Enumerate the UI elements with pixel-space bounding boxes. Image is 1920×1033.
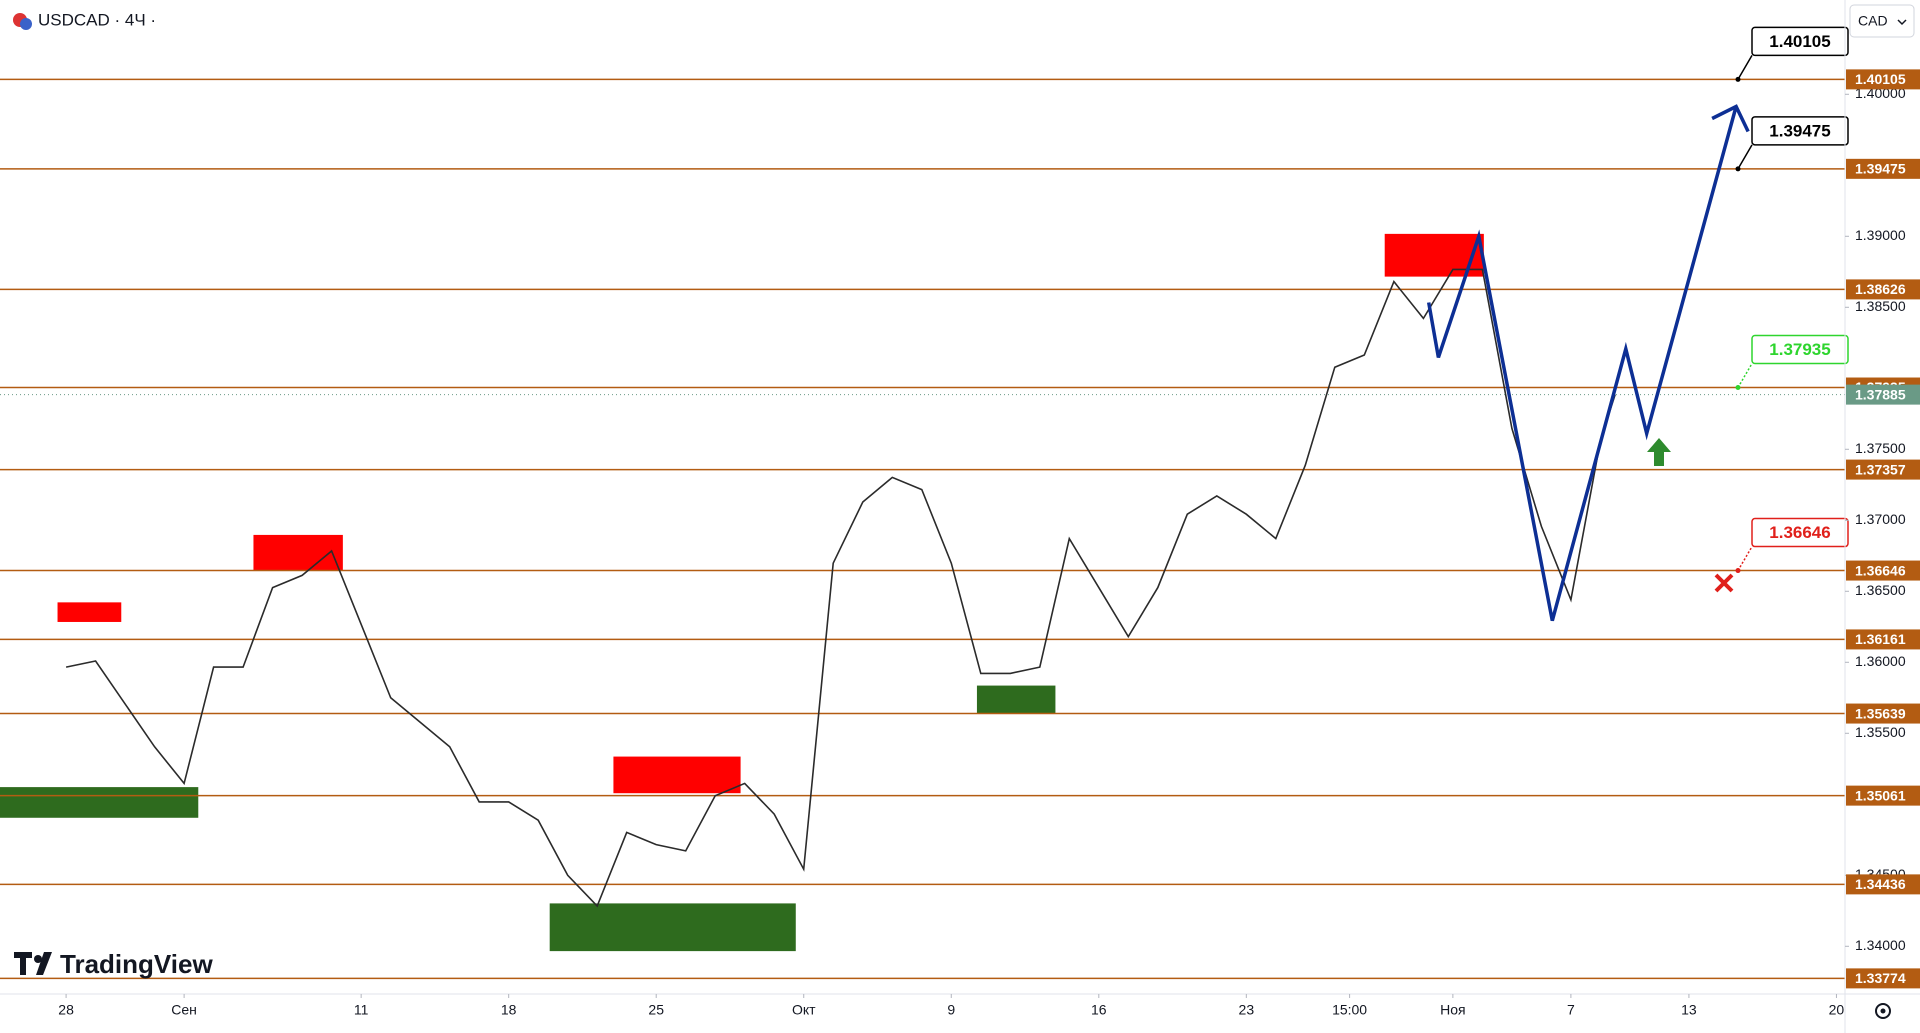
settings-icon-center bbox=[1880, 1008, 1886, 1014]
y-tick-label: 1.37000 bbox=[1855, 511, 1906, 527]
level-axis-label: 1.34436 bbox=[1855, 876, 1906, 892]
y-tick-label: 1.39000 bbox=[1855, 227, 1906, 243]
callout-anchor bbox=[1735, 385, 1741, 391]
zone bbox=[253, 534, 343, 571]
projection-path bbox=[1426, 106, 1738, 622]
level-axis-label: 1.35061 bbox=[1855, 787, 1906, 803]
callout-anchor bbox=[1735, 166, 1741, 172]
y-tick-label: 1.36000 bbox=[1855, 653, 1906, 669]
zone bbox=[613, 756, 741, 794]
watermark-logo bbox=[14, 952, 52, 975]
callout-label: 1.36646 bbox=[1769, 523, 1830, 542]
level-axis-box bbox=[1846, 158, 1920, 179]
y-tick-label: 1.37500 bbox=[1855, 440, 1906, 456]
level-axis-label: 1.38626 bbox=[1855, 281, 1906, 297]
zone bbox=[976, 685, 1056, 714]
zone bbox=[549, 903, 796, 952]
level-axis-label: 1.36161 bbox=[1855, 631, 1906, 647]
logo-mark bbox=[14, 952, 32, 975]
zone bbox=[0, 787, 199, 818]
level-axis-box bbox=[1846, 560, 1920, 581]
x-tick-label: 18 bbox=[501, 1002, 517, 1018]
callout-leader bbox=[1737, 363, 1753, 388]
x-tick-label: Ноя bbox=[1440, 1002, 1465, 1018]
y-tick-label: 1.34000 bbox=[1855, 937, 1906, 953]
level-axis-label: 1.39475 bbox=[1855, 161, 1906, 177]
x-tick-label: Окт bbox=[792, 1002, 816, 1018]
callout-label: 1.37935 bbox=[1769, 340, 1830, 359]
level-axis-label: 1.35639 bbox=[1855, 705, 1906, 721]
callout-label: 1.40105 bbox=[1769, 32, 1830, 51]
plot-area: 1.40105 1.39475 1.37935 1.36646 bbox=[0, 26, 1849, 980]
callout-leader bbox=[1737, 546, 1753, 571]
x-tick-label: 13 bbox=[1681, 1002, 1697, 1018]
callout-label: 1.39475 bbox=[1769, 121, 1830, 140]
callout-anchor bbox=[1735, 568, 1741, 574]
x-tick-label: 15:00 bbox=[1332, 1002, 1367, 1018]
settings-icon[interactable] bbox=[1875, 1003, 1891, 1019]
symbol-title[interactable]: USDCAD · 4Ч · bbox=[38, 10, 156, 29]
x-tick-label: 25 bbox=[648, 1002, 664, 1018]
zone bbox=[57, 602, 122, 622]
callout-leader bbox=[1737, 55, 1753, 80]
level-axis-box bbox=[1846, 703, 1920, 724]
level-axis-label: 1.33774 bbox=[1855, 970, 1906, 986]
level-axis-label: 1.37357 bbox=[1855, 461, 1906, 477]
level-axis-box bbox=[1846, 968, 1920, 989]
level-axis-box bbox=[1846, 785, 1920, 806]
x-tick-label: 7 bbox=[1567, 1002, 1575, 1018]
level-axis-box bbox=[1846, 629, 1920, 650]
x-tick-label: 23 bbox=[1239, 1002, 1255, 1018]
callout-box bbox=[1751, 517, 1849, 548]
y-tick-label: 1.36500 bbox=[1855, 582, 1906, 598]
projection-arrowhead bbox=[1711, 104, 1750, 133]
logo-mark bbox=[36, 952, 52, 975]
last-price-label: 1.37885 bbox=[1855, 386, 1906, 402]
dropdown-caret bbox=[1897, 19, 1907, 26]
stop-cross bbox=[1714, 573, 1734, 593]
last-price-box bbox=[1846, 384, 1920, 405]
x-tick-label: Сен bbox=[171, 1002, 197, 1018]
y-tick-label: 1.38500 bbox=[1855, 298, 1906, 314]
y-tick-label: 1.35500 bbox=[1855, 724, 1906, 740]
currency-label[interactable]: CAD bbox=[1858, 13, 1888, 29]
x-tick-label: 9 bbox=[947, 1002, 955, 1018]
symbol-flag bbox=[20, 18, 32, 30]
level-axis-box bbox=[1846, 69, 1920, 90]
callout-box bbox=[1751, 116, 1849, 146]
level-axis-label: 1.40105 bbox=[1855, 71, 1906, 87]
level-axis-box bbox=[1846, 459, 1920, 480]
level-axis-box bbox=[1846, 874, 1920, 895]
currency-dropdown[interactable] bbox=[1849, 4, 1915, 38]
watermark-text: TradingView bbox=[60, 949, 213, 979]
x-tick-label: 11 bbox=[354, 1002, 369, 1018]
level-axis-box bbox=[1846, 279, 1920, 300]
level-axis-label: 1.36646 bbox=[1855, 562, 1906, 578]
callout-box bbox=[1751, 26, 1849, 57]
callout-anchor bbox=[1735, 76, 1741, 82]
x-tick-label: 16 bbox=[1091, 1002, 1107, 1018]
price-line bbox=[65, 268, 1616, 908]
buy-arrow bbox=[1647, 438, 1671, 466]
callout-leader bbox=[1737, 144, 1753, 170]
x-tick-label: 20 bbox=[1829, 1002, 1845, 1018]
callout-box bbox=[1751, 334, 1849, 365]
axes: 1.340001.345001.355001.360001.365001.370… bbox=[58, 69, 1920, 1018]
x-tick-label: 28 bbox=[58, 1002, 74, 1018]
logo-mark bbox=[34, 955, 42, 963]
